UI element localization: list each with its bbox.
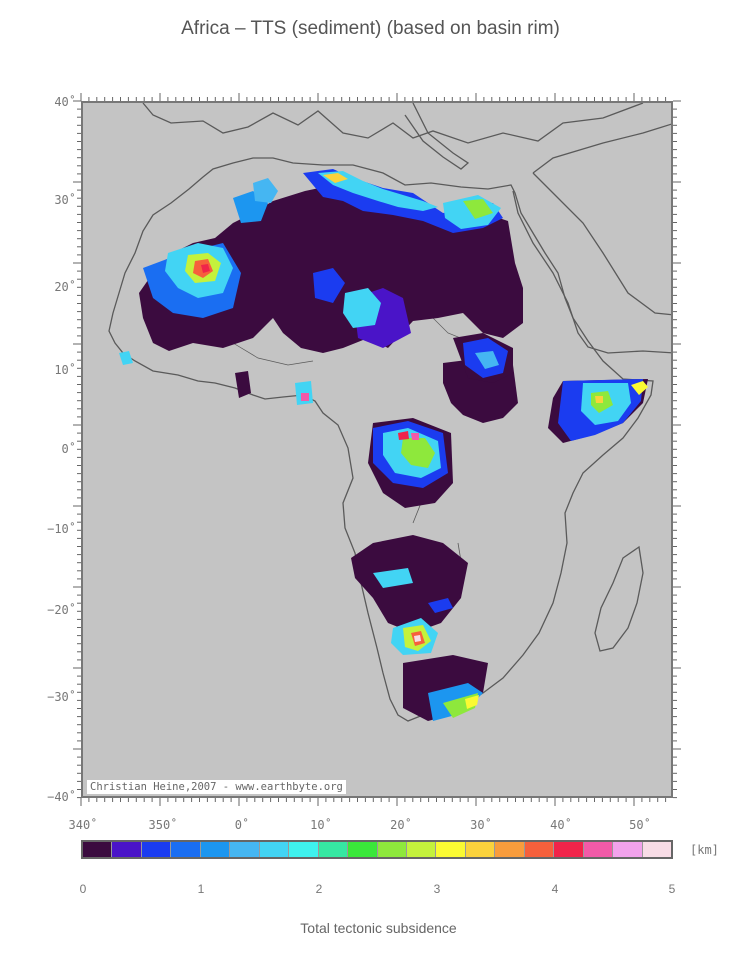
lon-label: 50˚ [629,818,651,832]
colorbar-tick: 1 [197,882,205,896]
lon-label: 10˚ [310,818,332,832]
colorbar-swatch [613,842,643,857]
colorbar-swatch [259,842,290,857]
colorbar-swatch [112,842,142,857]
lon-label: 350˚ [148,818,178,832]
lat-label: 0˚ [61,442,76,456]
colorbar-swatch [436,842,466,857]
colorbar [81,840,673,859]
colorbar-swatch [318,842,349,857]
map-title: Africa – TTS (sediment) (based on basin … [181,18,560,39]
colorbar-unit: [km] [690,843,719,857]
lon-label: 40˚ [550,818,572,832]
lat-label: 10˚ [54,363,76,377]
colorbar-swatch [200,842,231,857]
lon-label: 340˚ [68,818,98,832]
lon-label: 0˚ [234,818,250,832]
colorbar-swatch [554,842,584,857]
colorbar-tick: 0 [79,882,87,896]
lat-label: 20˚ [54,280,76,294]
colorbar-swatch [524,842,555,857]
credit-note: Christian Heine,2007 - www.earthbyte.org [87,780,346,794]
lat-label: 30˚ [54,193,76,207]
colorbar-swatch [348,842,378,857]
lat-label: −20˚ [47,603,76,617]
lat-label: −40˚ [47,790,76,804]
colorbar-tick: 4 [551,882,559,896]
colorbar-swatch [406,842,437,857]
lon-label: 30˚ [470,818,492,832]
tts-overlay [119,169,648,721]
map-area[interactable] [81,101,673,798]
colorbar-swatch [289,842,319,857]
colorbar-swatch [642,842,672,857]
lat-label: −30˚ [47,690,76,704]
colorbar-label: Total tectonic subsidence [300,920,457,936]
colorbar-swatch [377,842,407,857]
colorbar-swatch [83,842,113,857]
lat-label: 40˚ [54,95,76,109]
colorbar-tick: 2 [315,882,323,896]
colorbar-swatch [465,842,496,857]
colorbar-tick: 3 [433,882,441,896]
colorbar-swatch [583,842,614,857]
colorbar-tick: 5 [668,882,676,896]
colorbar-swatch [171,842,201,857]
lon-label: 20˚ [390,818,412,832]
colorbar-swatch [141,842,172,857]
colorbar-swatch [230,842,260,857]
colorbar-swatch [495,842,525,857]
lat-label: −10˚ [47,522,76,536]
africa-map [108,103,671,722]
